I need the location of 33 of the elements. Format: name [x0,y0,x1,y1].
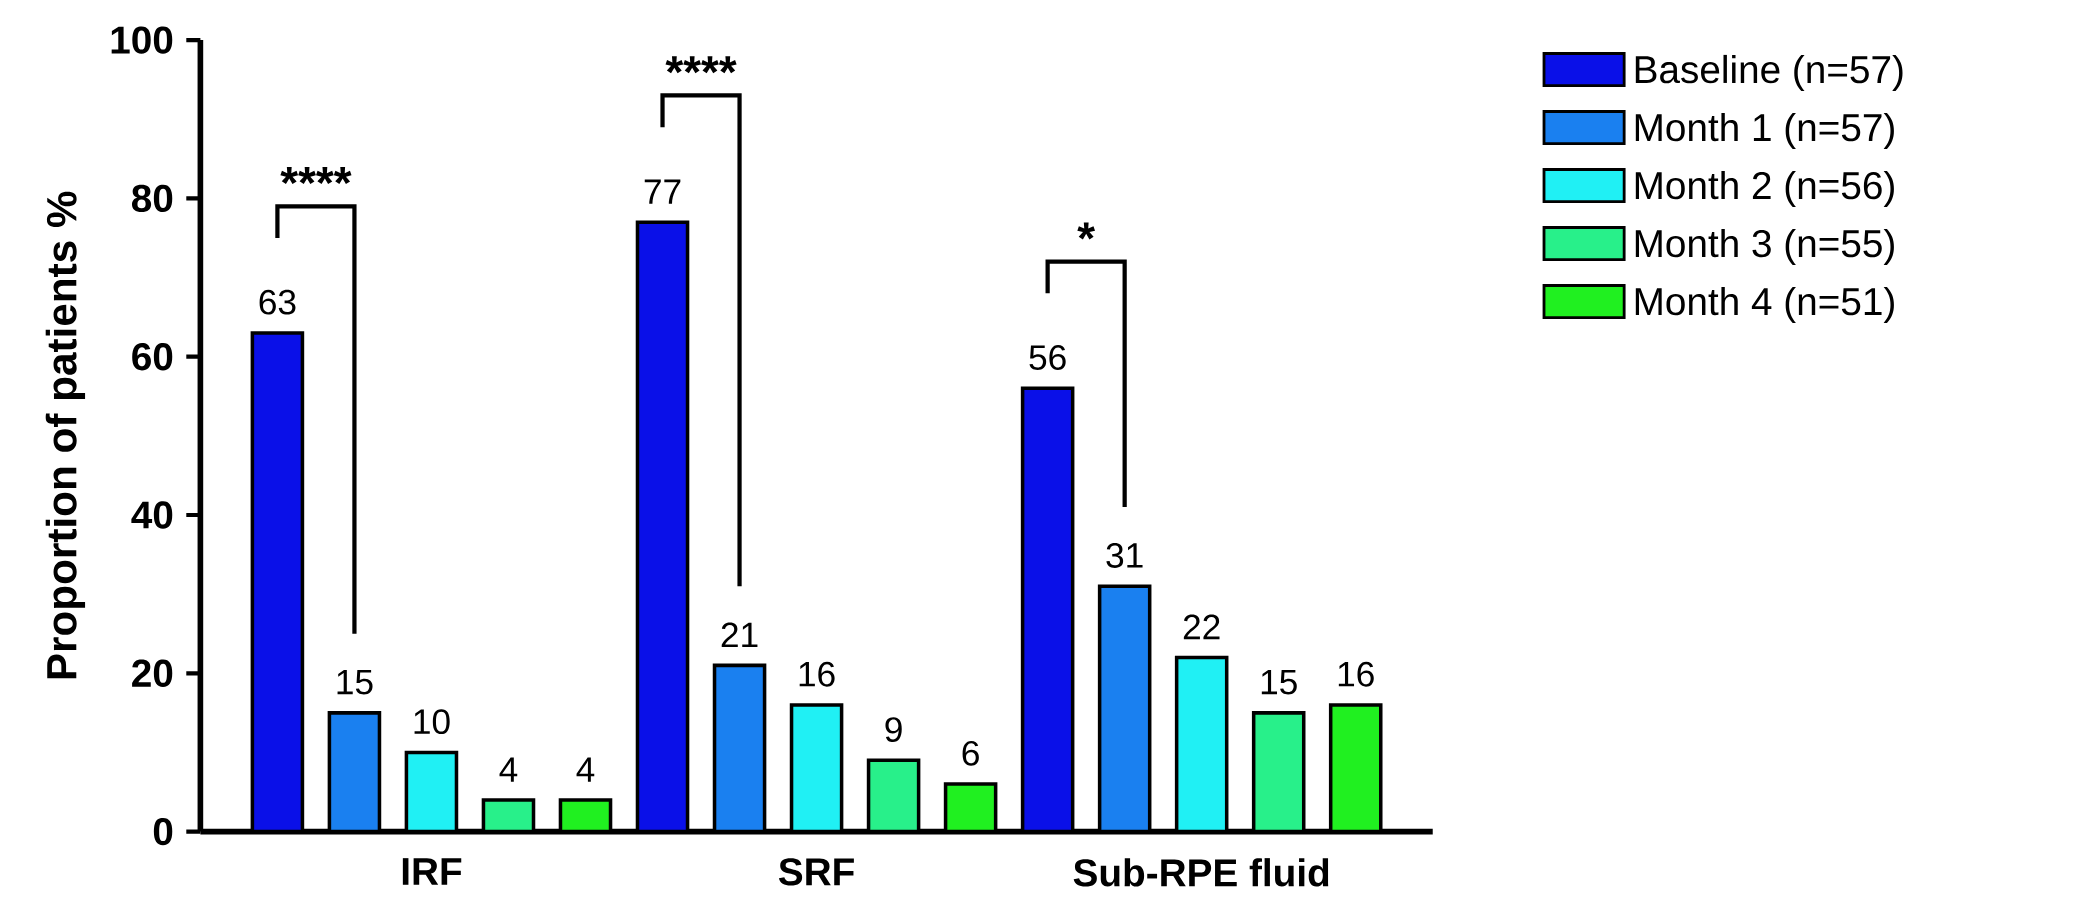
y-tick-label: 40 [131,501,173,529]
legend-label: Month 3 (n=55) [1635,228,1894,266]
data-label: 15 [1261,670,1297,695]
annotation: **** [665,56,737,74]
x-tick-label: SRF [778,858,854,886]
data-label: 21 [721,622,758,648]
annotation: **** [280,167,352,185]
data-label: 15 [337,670,373,695]
y-axis-title: Proportion of patients % [45,191,86,679]
data-label: 16 [799,661,835,687]
legend-label: Month 1 (n=57) [1635,113,1894,150]
legend-label: Baseline (n=57) [1635,55,1903,92]
legend-label: Month 2 (n=56) [1635,170,1894,208]
data-label: 31 [1106,543,1143,569]
data-label: 4 [499,757,518,782]
x-tick-label: IRF [402,858,462,885]
x-tick-label: Sub-RPE fluid [1073,858,1329,887]
data-label: 56 [1029,345,1066,371]
y-tick-label: 20 [132,659,173,688]
data-label: 6 [962,740,979,766]
data-label: 10 [414,709,450,735]
data-label: 22 [1183,614,1220,640]
y-tick-label: 0 [153,818,173,846]
legend-label: Month 4 (n=51) [1635,286,1894,324]
annotation: * [1077,222,1096,240]
data-label: 9 [885,717,902,743]
data-label: 63 [259,289,296,315]
y-tick-label: 80 [131,184,173,213]
data-label: 16 [1338,661,1374,687]
y-tick-label: 100 [111,26,173,54]
y-tick-label: 60 [132,343,173,371]
data-label: 4 [576,757,595,782]
data-label: 77 [644,179,681,204]
